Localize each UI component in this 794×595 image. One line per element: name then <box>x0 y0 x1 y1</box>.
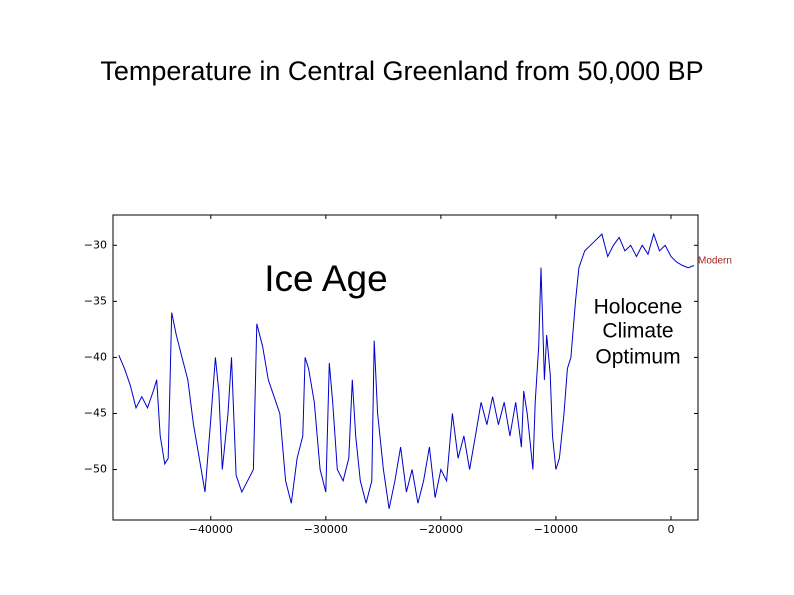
annotation: Modern <box>698 256 732 267</box>
y-tick-label: −45 <box>84 406 107 419</box>
annotation: Holocene <box>594 296 683 319</box>
x-tick-label: 0 <box>667 523 674 536</box>
annotation: Optimum <box>595 346 680 369</box>
x-tick-label: −20000 <box>419 523 463 536</box>
y-tick-label: −40 <box>84 350 107 363</box>
annotation: Climate <box>602 320 673 343</box>
chart-title: Temperature in Central Greenland from 50… <box>100 56 703 86</box>
plot: −40000 −30000 −20000 −10000 0 −30 −35 −40 −45 −50 <box>84 215 698 536</box>
y-tick-label: −35 <box>84 294 107 307</box>
annotation: Ice Age <box>264 258 387 299</box>
x-tick-label: −30000 <box>304 523 348 536</box>
x-tick-label: −40000 <box>189 523 233 536</box>
y-tick-label: −50 <box>84 463 107 476</box>
y-tick-label: −30 <box>84 238 107 251</box>
plot-area <box>112 214 699 521</box>
data-line <box>118 232 695 509</box>
x-tick-label: −10000 <box>534 523 578 536</box>
